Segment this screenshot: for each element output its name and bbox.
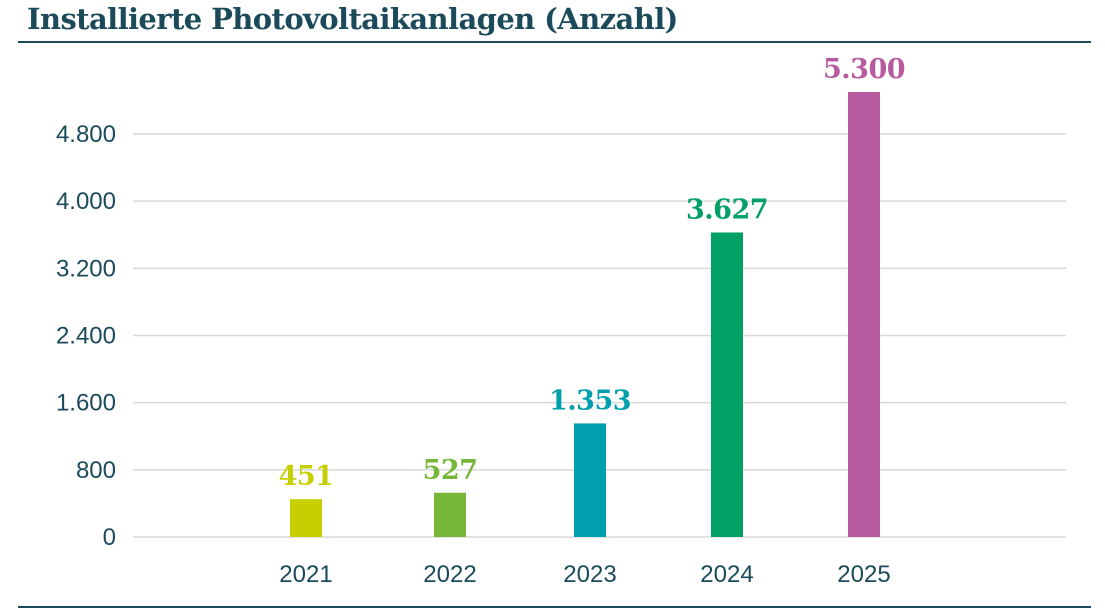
x-axis-tick-labels: 2021 2022 2023 2024 2025 bbox=[279, 561, 890, 588]
data-label-2023: 1.353 bbox=[549, 385, 631, 416]
y-tick-label: 800 bbox=[76, 457, 116, 484]
chart-title: Installierte Photovoltaikanlagen (Anzahl… bbox=[27, 2, 678, 36]
title-divider bbox=[18, 41, 1091, 43]
y-tick-label: 2.400 bbox=[56, 323, 116, 350]
y-tick-label: 3.200 bbox=[56, 255, 116, 282]
x-tick-label-2025: 2025 bbox=[837, 561, 890, 588]
bars bbox=[290, 92, 880, 537]
x-tick-label-2021: 2021 bbox=[279, 561, 332, 588]
data-label-2024: 3.627 bbox=[686, 194, 768, 225]
y-axis-tick-labels: 0 800 1.600 2.400 3.200 4.000 4.800 bbox=[56, 121, 116, 551]
x-tick-label-2024: 2024 bbox=[700, 561, 753, 588]
y-tick-label: 1.600 bbox=[56, 390, 116, 417]
bar-2021 bbox=[290, 499, 322, 537]
y-tick-label: 4.000 bbox=[56, 188, 116, 215]
y-tick-label: 0 bbox=[103, 524, 116, 551]
y-tick-label: 4.800 bbox=[56, 121, 116, 148]
bar-2024 bbox=[711, 232, 743, 537]
bottom-divider bbox=[18, 606, 1091, 608]
x-tick-label-2023: 2023 bbox=[563, 561, 616, 588]
data-label-2025: 5.300 bbox=[823, 54, 905, 85]
data-label-2021: 451 bbox=[279, 461, 334, 492]
data-labels: 451 527 1.353 3.627 5.300 bbox=[279, 54, 906, 492]
x-tick-label-2022: 2022 bbox=[423, 561, 476, 588]
bar-2025 bbox=[848, 92, 880, 537]
gridlines bbox=[133, 133, 1066, 538]
bar-2023 bbox=[574, 423, 606, 537]
bar-2022 bbox=[434, 492, 466, 537]
data-label-2022: 527 bbox=[423, 455, 478, 486]
